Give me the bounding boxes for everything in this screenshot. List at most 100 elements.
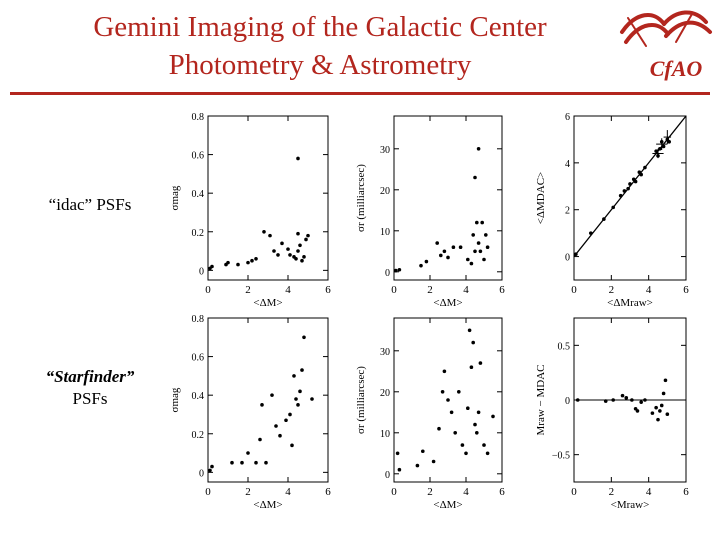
y-tick-label: 0 bbox=[385, 268, 390, 279]
data-point bbox=[485, 451, 490, 456]
data-point bbox=[296, 231, 300, 236]
data-point bbox=[630, 398, 634, 402]
data-point bbox=[659, 403, 664, 408]
data-point bbox=[639, 172, 643, 177]
data-point bbox=[300, 368, 304, 372]
data-point bbox=[394, 268, 398, 273]
x-tick-label: 0 bbox=[391, 284, 397, 296]
chart-panel-r2c2: 0 2 4 6 0 10 20 30 <ΔM> σr (milliarcsec) bbox=[355, 317, 505, 511]
data-point bbox=[442, 249, 447, 254]
data-point bbox=[491, 414, 495, 419]
x-tick-label: 6 bbox=[325, 486, 331, 498]
data-point bbox=[260, 403, 264, 407]
y-tick-label: 0.4 bbox=[192, 189, 205, 200]
data-point bbox=[484, 233, 488, 237]
data-point bbox=[272, 249, 276, 253]
data-point bbox=[473, 249, 477, 254]
plot-frame bbox=[393, 317, 503, 483]
data-point bbox=[270, 393, 274, 397]
plot-frame bbox=[393, 115, 503, 281]
y-tick-label: 0.2 bbox=[192, 228, 205, 239]
data-point bbox=[650, 411, 655, 415]
data-point bbox=[473, 175, 477, 180]
data-point bbox=[457, 390, 461, 394]
chart-panel-r1c1: 0 2 4 6 0 0.2 0.4 0.6 0.8 <ΔM> σmag bbox=[169, 112, 331, 309]
cfao-logo-icon: CfAO bbox=[620, 10, 712, 81]
data-point bbox=[397, 467, 402, 472]
x-tick-label: 6 bbox=[499, 284, 505, 296]
y-axis-label: σr (milliarcsec) bbox=[355, 366, 367, 434]
data-point bbox=[464, 451, 468, 456]
data-point bbox=[469, 365, 474, 370]
data-point bbox=[310, 397, 314, 401]
data-point bbox=[451, 245, 456, 249]
data-point bbox=[635, 409, 640, 413]
data-point bbox=[476, 241, 481, 245]
row-label-idac: “idac” PSFs bbox=[30, 194, 150, 216]
data-point bbox=[475, 220, 479, 225]
data-point bbox=[254, 256, 258, 261]
data-point bbox=[280, 241, 284, 246]
data-point bbox=[424, 259, 429, 264]
x-tick-label: 0 bbox=[205, 284, 211, 296]
data-point bbox=[603, 399, 608, 403]
row-label-idac-text: “idac” PSFs bbox=[48, 195, 132, 214]
x-tick-label: 2 bbox=[245, 486, 251, 498]
data-point bbox=[421, 449, 425, 454]
data-point bbox=[236, 262, 240, 267]
data-point bbox=[611, 205, 615, 210]
chart-panel-r2c1: 0 2 4 6 0 0.2 0.4 0.6 0.8 <ΔM> σmag bbox=[169, 314, 331, 511]
data-point bbox=[618, 193, 623, 198]
x-tick-label: 4 bbox=[463, 284, 469, 296]
data-point bbox=[449, 410, 454, 415]
data-point bbox=[654, 149, 658, 153]
data-point bbox=[478, 361, 483, 365]
data-point bbox=[254, 460, 258, 465]
data-point bbox=[626, 186, 630, 191]
data-point bbox=[435, 241, 440, 245]
data-point bbox=[624, 396, 629, 400]
data-point bbox=[296, 403, 300, 407]
y-tick-label: 0 bbox=[199, 468, 204, 479]
plot-frame bbox=[207, 317, 329, 483]
x-tick-label: 6 bbox=[683, 486, 689, 498]
x-axis-label: <ΔM> bbox=[433, 499, 462, 511]
data-point bbox=[482, 257, 486, 262]
data-point bbox=[442, 369, 447, 374]
y-tick-label: 20 bbox=[380, 388, 390, 399]
data-point bbox=[288, 253, 292, 257]
plot-frame bbox=[573, 115, 687, 281]
data-point bbox=[633, 179, 638, 184]
x-tick-label: 0 bbox=[571, 284, 577, 296]
data-point bbox=[643, 398, 647, 402]
data-point bbox=[278, 433, 282, 438]
data-point bbox=[667, 139, 671, 144]
y-tick-label: 0 bbox=[385, 470, 390, 481]
y-axis-label: σr (milliarcsec) bbox=[355, 164, 367, 232]
data-point bbox=[574, 252, 578, 257]
data-point bbox=[473, 422, 477, 427]
data-point bbox=[575, 398, 580, 402]
y-tick-label: 0.8 bbox=[192, 112, 205, 123]
x-tick-label: 2 bbox=[609, 486, 615, 498]
x-tick-label: 2 bbox=[427, 486, 433, 498]
y-tick-label: 2 bbox=[565, 206, 570, 217]
data-point bbox=[471, 340, 476, 345]
data-point bbox=[622, 189, 627, 193]
x-tick-label: 2 bbox=[245, 284, 251, 296]
y-tick-label: 0.6 bbox=[192, 353, 205, 364]
data-point bbox=[460, 443, 465, 447]
x-tick-label: 6 bbox=[325, 284, 331, 296]
data-point bbox=[419, 263, 423, 268]
y-axis-label: Mraw − MDAC bbox=[535, 365, 547, 436]
data-point bbox=[475, 431, 479, 435]
data-point bbox=[656, 417, 660, 422]
y-tick-label: 6 bbox=[565, 112, 570, 123]
data-point bbox=[476, 147, 481, 151]
chart-panel-r1c3: 0 2 4 6 0 2 4 6 <ΔMraw> <ΔMDAC> bbox=[535, 112, 689, 309]
row-label-starfinder-line2: PSFs bbox=[72, 389, 108, 408]
data-point bbox=[458, 245, 463, 249]
data-point bbox=[306, 233, 310, 238]
data-point bbox=[246, 260, 250, 265]
